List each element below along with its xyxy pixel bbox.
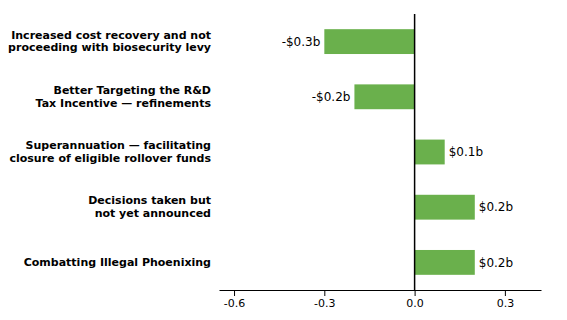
data-labels: $0.2b $0.2b $0.1b -$0.2b -$0.3b [282,35,513,270]
x-tick-label: -0.3 [314,297,335,310]
category-label: Better Targeting the R&DTax Incentive — … [36,84,212,110]
category-label: Combatting Illegal Phoenixing [24,256,211,269]
y-axis: Combatting Illegal Phoenixing Decisions t… [8,29,219,269]
y-tick: Increased cost recovery and notproceedin… [8,29,219,55]
bar [415,250,475,275]
x-axis: -0.6 -0.3 0.0 0.3 [220,290,542,310]
zero-line [414,14,416,290]
x-tick-mark [324,290,325,296]
data-label: $0.2b [479,200,513,214]
data-label: -$0.3b [282,35,321,49]
bar [415,140,445,165]
category-label-line: Increased cost recovery and not [11,29,211,42]
bar [354,84,414,109]
y-tick: Combatting Illegal Phoenixing [24,256,219,269]
category-label: Superannuation — facilitatingclosure of … [9,139,211,165]
x-tick-mark [505,290,506,296]
y-tick: Superannuation — facilitatingclosure of … [9,139,219,165]
x-tick: 0.0 [406,290,424,310]
x-tick: -0.6 [224,290,245,310]
category-label-line: Better Targeting the R&D [54,84,211,97]
category-label-line: proceeding with biosecurity levy [8,41,211,54]
x-tick-label: 0.0 [406,297,424,310]
category-label-line: Decisions taken but [88,194,211,207]
x-tick-mark [234,290,235,296]
category-label-line: closure of eligible rollover funds [9,152,211,165]
category-label-line: Combatting Illegal Phoenixing [24,256,211,269]
x-axis-line [220,290,542,291]
x-tick-label: -0.6 [224,297,245,310]
category-label-line: Tax Incentive — refinements [36,97,212,110]
data-label: $0.1b [449,145,483,159]
bar [415,195,475,220]
bar [324,29,414,54]
data-label: -$0.2b [312,90,351,104]
category-label: Increased cost recovery and notproceedin… [8,29,211,55]
y-tick: Better Targeting the R&DTax Incentive — … [36,84,219,110]
category-label: Decisions taken butnot yet announced [88,194,211,220]
x-tick-label: 0.3 [497,297,514,310]
chart: -0.6 -0.3 0.0 0.3 Combatting Illegal Phoenix… [0,0,567,320]
x-tick: 0.3 [497,290,514,310]
data-label: $0.2b [479,256,513,270]
category-label-line: Superannuation — facilitating [26,139,211,152]
plot: -0.6 -0.3 0.0 0.3 Combatting Illegal Phoenix… [8,14,541,310]
x-tick-mark [415,290,416,296]
category-label-line: not yet announced [95,207,211,220]
y-tick: Decisions taken butnot yet announced [88,194,219,220]
x-tick: -0.3 [314,290,335,310]
